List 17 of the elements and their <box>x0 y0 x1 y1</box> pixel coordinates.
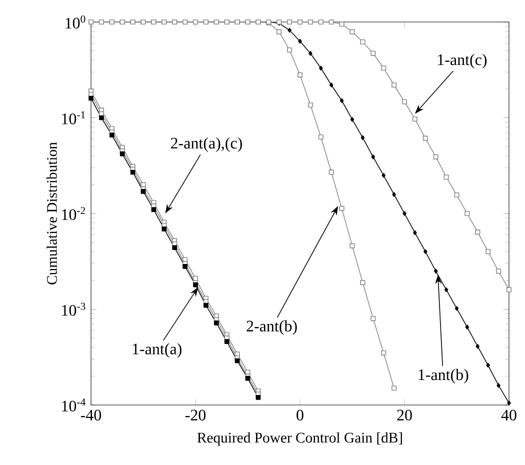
y-tick-label: 10$^{-2}$ <box>62 206 86 220</box>
y-tick-label: 10$^{-1}$ <box>62 111 85 124</box>
x-tick-label: -40 <box>80 410 102 421</box>
annotation: 2-ant(a),(c) <box>170 137 242 152</box>
x-tick-label: 0 <box>296 410 304 421</box>
x-tick-label: 20 <box>397 410 412 421</box>
x-tick-label: -20 <box>185 410 206 421</box>
y-tick-label: 10$^{-4}$ <box>62 398 86 412</box>
annotation: 1-ant(a) <box>132 343 182 358</box>
annotation: 1-ant(c) <box>438 54 487 68</box>
y-axis-title: Cumulative Distribution <box>46 142 57 284</box>
annotation: 2-ant(b) <box>246 320 297 335</box>
annotation: 1-ant(b) <box>418 368 468 384</box>
x-tick-label: 40 <box>501 410 516 421</box>
x-axis-title: Required Power Control Gain [dB] <box>197 432 402 446</box>
y-tick-label: 10$^{0}$ <box>66 15 86 29</box>
y-tick-label: 10$^{-3}$ <box>62 302 86 316</box>
